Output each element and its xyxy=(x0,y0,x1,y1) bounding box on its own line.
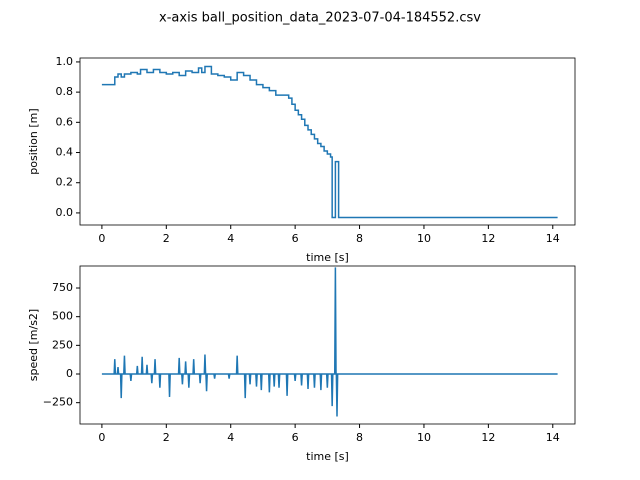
y-tick-label: 500 xyxy=(52,310,73,323)
data-line xyxy=(101,65,558,219)
y-tick-label: 0.8 xyxy=(56,85,74,98)
x-tick-label: 8 xyxy=(356,431,363,444)
x-tick-label: 10 xyxy=(417,431,431,444)
y-tick-label: 0.2 xyxy=(56,176,74,189)
x-tick-label: 4 xyxy=(227,232,234,245)
y-tick-label: 0.4 xyxy=(56,146,74,159)
x-tick-label: 12 xyxy=(481,431,495,444)
x-tick-label: 8 xyxy=(356,232,363,245)
y-tick-label: 0 xyxy=(66,367,73,380)
x-tick-label: 14 xyxy=(546,232,560,245)
x-axis-label: time [s] xyxy=(306,251,349,264)
x-tick-label: 12 xyxy=(481,232,495,245)
y-tick-label: 750 xyxy=(52,281,73,294)
x-axis-label: time [s] xyxy=(306,450,349,463)
x-tick-label: 2 xyxy=(163,232,170,245)
x-tick-label: 0 xyxy=(98,431,105,444)
x-tick-label: 6 xyxy=(292,232,299,245)
x-tick-label: 6 xyxy=(292,431,299,444)
x-tick-label: 2 xyxy=(163,431,170,444)
x-tick-label: 14 xyxy=(546,431,560,444)
x-tick-label: 4 xyxy=(227,431,234,444)
axes-frame xyxy=(79,57,576,226)
figure-title: x-axis ball_position_data_2023-07-04-184… xyxy=(159,11,481,26)
y-axis-label: position [m] xyxy=(27,108,40,174)
x-tick-label: 10 xyxy=(417,232,431,245)
y-tick-label: 0.0 xyxy=(56,206,74,219)
axes-background xyxy=(80,58,575,225)
x-tick-label: 0 xyxy=(98,232,105,245)
y-tick-label: 0.6 xyxy=(56,115,74,128)
y-tick-label: −250 xyxy=(43,396,73,409)
y-tick-label: 250 xyxy=(52,338,73,351)
data-line xyxy=(101,267,558,417)
y-axis-label: speed [m/s2] xyxy=(27,309,40,381)
axes-background xyxy=(80,266,575,424)
axes-frame xyxy=(79,265,576,425)
y-tick-label: 1.0 xyxy=(56,55,74,68)
